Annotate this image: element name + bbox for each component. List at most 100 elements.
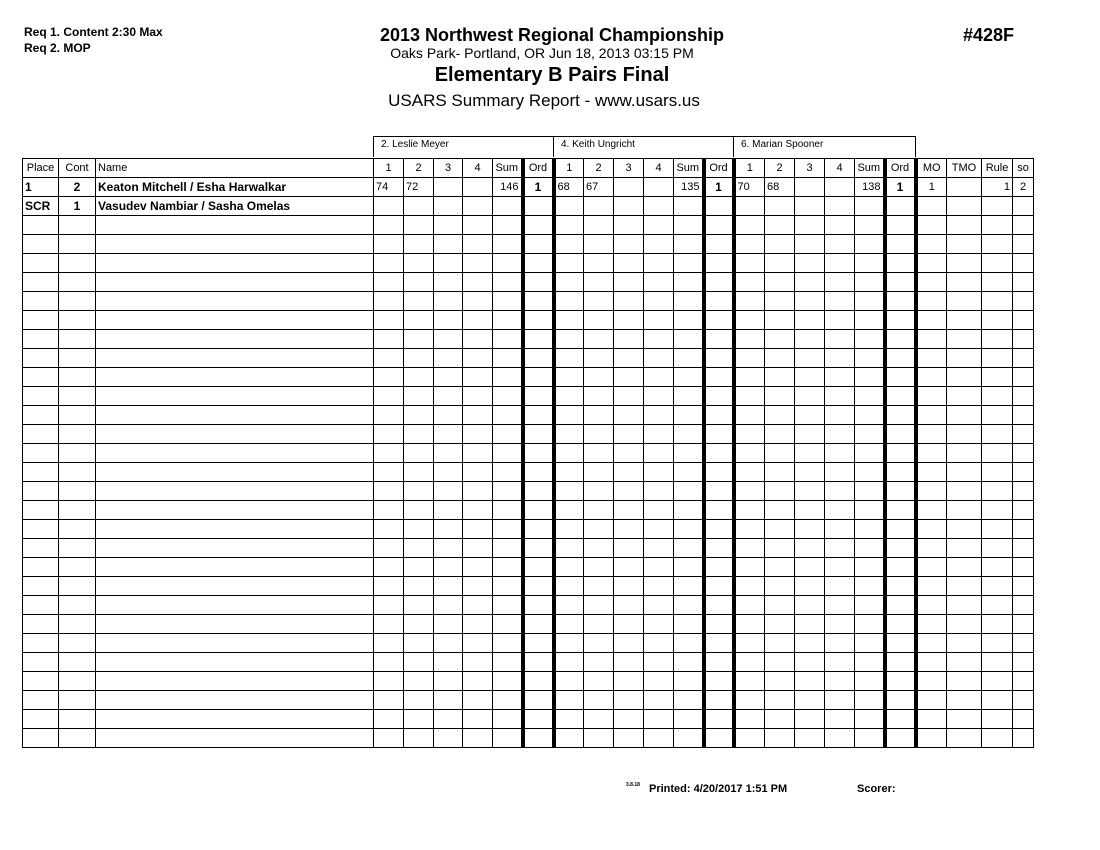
judge1-score-cell: [520, 709, 556, 729]
judge3-score-cell: [733, 405, 765, 425]
judge2-score-cell: [613, 633, 644, 653]
judge3-score-cell: [882, 614, 918, 634]
so-cell: [1012, 709, 1034, 729]
judge1-score-cell: [462, 367, 493, 387]
judge1-score-cell: [373, 405, 404, 425]
judge1-score-cell: [492, 310, 523, 330]
judge2-score-cell: [673, 443, 704, 463]
judge2-score-cell: [583, 462, 614, 482]
rule-cell: [981, 424, 1013, 444]
table-row: [22, 310, 1034, 330]
judge1-score-cell: [520, 652, 556, 672]
judge2-score-cell: [553, 253, 584, 273]
judge2-score-cell: [613, 728, 644, 748]
judge1-score-cell: [433, 234, 463, 254]
judge1-score-cell: [403, 481, 434, 501]
table-row: 1 2 Keaton Mitchell / Esha Harwalkar 74 72 14…: [22, 177, 1034, 197]
judge2-score-cell: [701, 291, 736, 311]
judge3-score-cell: [764, 671, 795, 691]
tmo-cell: [946, 519, 982, 539]
judge2-score-cell: [583, 633, 614, 653]
judge1-score-cell: [373, 557, 404, 577]
judge2-score-cell: [553, 519, 584, 539]
judge2-score-cell: [553, 272, 584, 292]
place-cell: [22, 633, 59, 653]
name-cell: [95, 291, 374, 311]
rule-cell: [981, 576, 1013, 596]
tmo-cell: [946, 557, 982, 577]
judge1-score-cell: [520, 291, 556, 311]
judge3-score-cell: [794, 690, 825, 710]
judge2-score-cell: [583, 253, 614, 273]
rule-cell: [981, 329, 1013, 349]
judge1-score-cell: [520, 348, 556, 368]
col-judge2-sum: Sum: [673, 158, 704, 178]
judge2-score-cell: [701, 633, 736, 653]
mo-cell: [915, 196, 947, 216]
judge2-score-cell: [553, 405, 584, 425]
judge1-score-cell: [433, 614, 463, 634]
judge2-score-cell: [643, 272, 674, 292]
judge3-score-cell: [824, 671, 855, 691]
so-cell: [1012, 462, 1034, 482]
judge3-score-cell: [854, 709, 885, 729]
place-cell: [22, 652, 59, 672]
judge1-score-cell: [520, 500, 556, 520]
judge1-score-cell: [520, 234, 556, 254]
name-cell: [95, 671, 374, 691]
judge3-score-cell: [882, 215, 918, 235]
judge3-score-cell: [794, 310, 825, 330]
judge2-score-cell: [673, 519, 704, 539]
place-cell: [22, 576, 59, 596]
judge2-score-cell: [673, 481, 704, 501]
mo-cell: [915, 348, 947, 368]
judge3-score-cell: [854, 310, 885, 330]
rule-cell: [981, 291, 1013, 311]
col-rule: Rule: [981, 158, 1013, 178]
judge3-score-cell: [854, 424, 885, 444]
judge1-score-cell: [403, 614, 434, 634]
judge3-score-cell: [794, 291, 825, 311]
place-cell: [22, 234, 59, 254]
place-cell: [22, 329, 59, 349]
name-cell: [95, 405, 374, 425]
judge2-score-cell: [553, 215, 584, 235]
judge1-score-cell: [373, 329, 404, 349]
judge1-score-cell: [373, 614, 404, 634]
judge2-score-cell: [701, 671, 736, 691]
mo-cell: 1: [915, 177, 947, 197]
judge1-score-cell: [373, 633, 404, 653]
tmo-cell: [946, 481, 982, 501]
judge2-score-cell: [673, 215, 704, 235]
table-row: [22, 538, 1034, 558]
judge2-score-cell: [553, 196, 584, 216]
judge2-score-cell: [553, 709, 584, 729]
so-cell: [1012, 215, 1034, 235]
judge2-score-cell: [613, 462, 644, 482]
judge2-score-cell: [583, 481, 614, 501]
judge2-score-cell: [643, 576, 674, 596]
judge1-score-cell: [433, 538, 463, 558]
table-row: [22, 253, 1034, 273]
judge1-score-cell: [373, 652, 404, 672]
cont-cell: [58, 576, 96, 596]
judge2-score-cell: [701, 405, 736, 425]
judge1-score-cell: [492, 481, 523, 501]
judge3-score-cell: [882, 367, 918, 387]
so-cell: [1012, 538, 1034, 558]
judge3-score-cell: 70: [733, 177, 765, 197]
judge2-score-cell: [613, 348, 644, 368]
judge3-score-cell: [794, 595, 825, 615]
name-cell: [95, 443, 374, 463]
judge3-score-cell: [854, 443, 885, 463]
judge1-score-cell: 74: [373, 177, 404, 197]
table-row: [22, 386, 1034, 406]
judge1-score-cell: [373, 576, 404, 596]
judge3-score-cell: [882, 405, 918, 425]
judge2-score-cell: [613, 310, 644, 330]
cont-cell: [58, 291, 96, 311]
judge3-score-cell: [824, 576, 855, 596]
judge1-score-cell: [403, 633, 434, 653]
judge3-score-cell: [824, 462, 855, 482]
judge3-score-cell: [824, 253, 855, 273]
